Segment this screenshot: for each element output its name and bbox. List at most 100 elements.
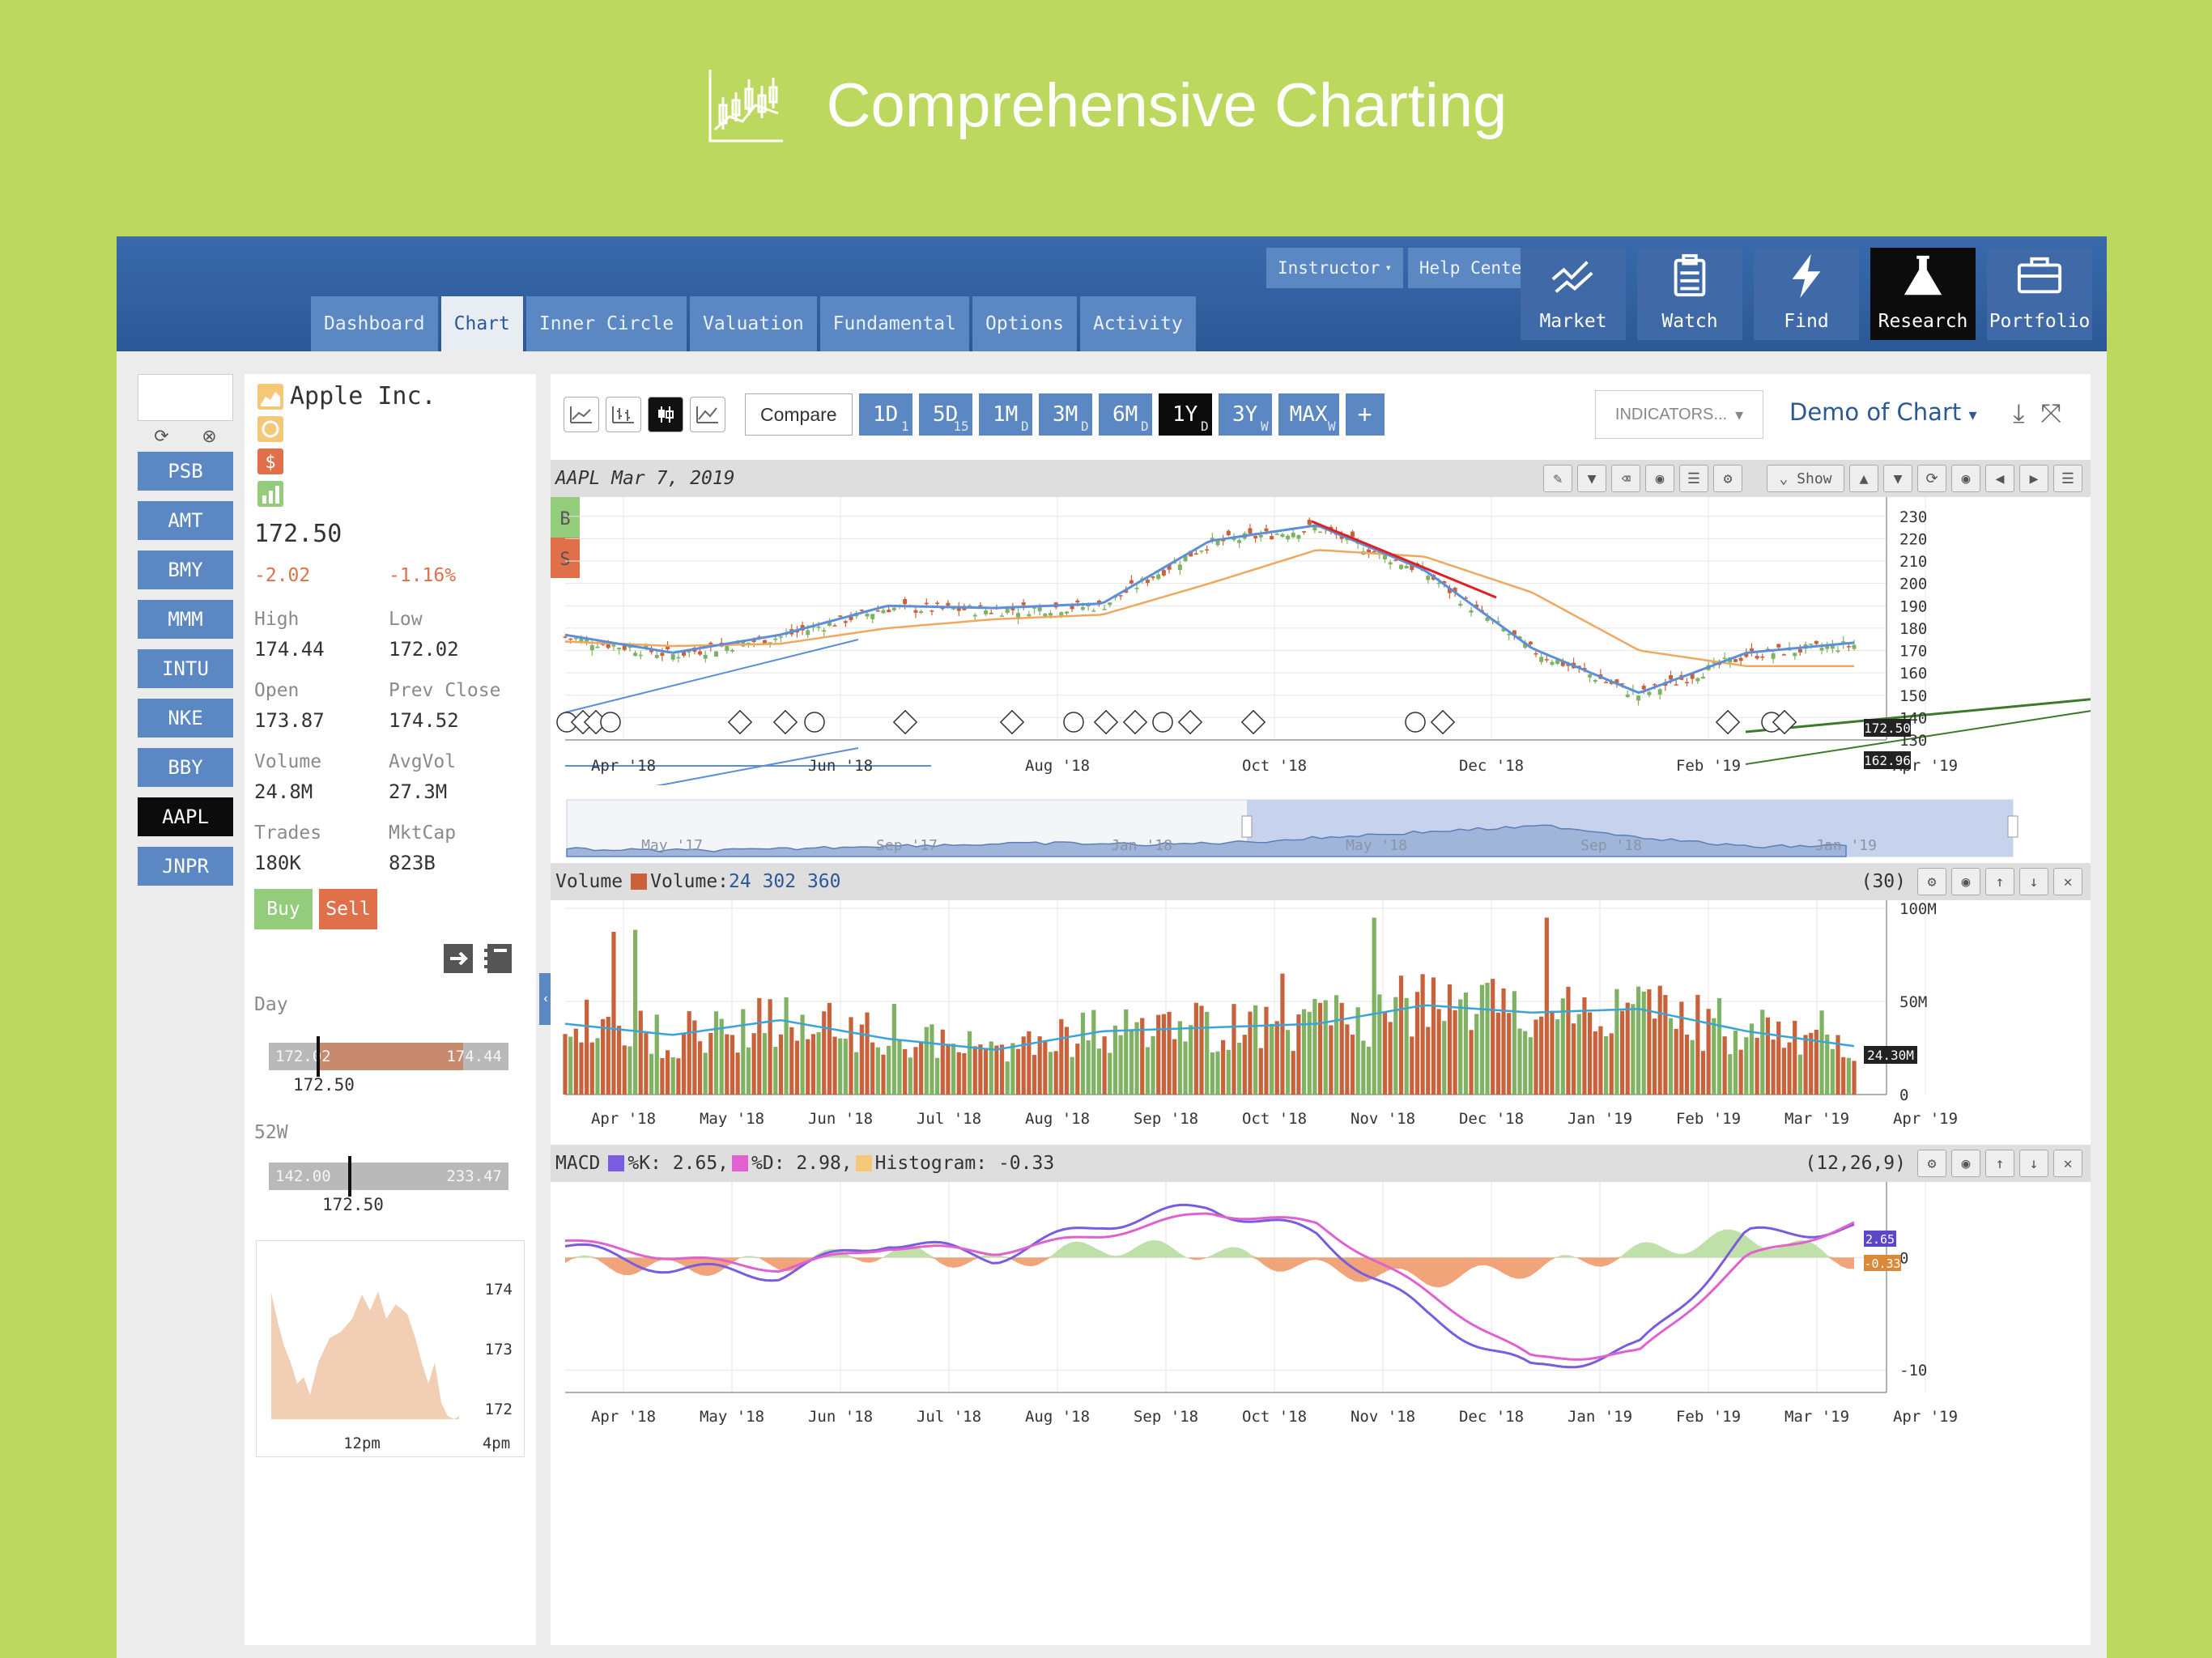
event-marker[interactable] — [892, 709, 918, 735]
export-icon[interactable] — [442, 942, 474, 975]
tab-inner-circle[interactable]: Inner Circle — [525, 296, 687, 351]
watchlist-item[interactable]: INTU — [138, 649, 233, 688]
event-marker[interactable] — [1063, 712, 1084, 733]
sell-button[interactable]: Sell — [319, 889, 377, 929]
event-marker[interactable] — [772, 709, 798, 735]
indicators-dropdown[interactable]: INDICATORS... ▾ — [1595, 390, 1763, 439]
nav-find-button[interactable]: Find — [1754, 248, 1859, 340]
buy-button[interactable]: Buy — [254, 889, 313, 929]
event-marker[interactable] — [600, 712, 621, 733]
watchlist-item[interactable]: PSB — [138, 452, 233, 491]
close-icon[interactable]: ✕ — [2053, 1150, 2082, 1177]
pencil-icon[interactable]: ✎ — [1543, 465, 1572, 492]
download-icon[interactable]: ⤓ — [2013, 398, 2025, 427]
show-dropdown[interactable]: ⌄ Show — [1767, 465, 1844, 492]
add-period-button[interactable]: + — [1345, 393, 1385, 436]
arrow-down-icon[interactable]: ↓ — [2019, 868, 2048, 895]
watchlist-item[interactable]: BMY — [138, 551, 233, 589]
range-navigator[interactable]: May '17 Sep '17 Jan '18 May '18 Sep '18 Jan '… — [551, 797, 2091, 858]
eraser-icon[interactable]: ⌫ — [1611, 465, 1640, 492]
event-marker[interactable] — [727, 709, 753, 735]
event-marker[interactable] — [1715, 709, 1741, 735]
event-marker[interactable] — [1240, 709, 1266, 735]
list-icon[interactable]: ☰ — [1679, 465, 1708, 492]
watchlist-item[interactable]: NKE — [138, 699, 233, 738]
period-max-button[interactable]: MAX W — [1278, 393, 1339, 436]
navigator-handle-right[interactable] — [2007, 815, 2018, 838]
event-marker[interactable] — [583, 709, 609, 735]
arrow-up-icon[interactable]: ↑ — [1985, 1150, 2014, 1177]
period-1y-button[interactable]: 1Y D — [1158, 393, 1212, 436]
period-5d-button[interactable]: 5D 15 — [918, 393, 972, 436]
nav-watch-button[interactable]: Watch — [1637, 248, 1742, 340]
event-marker[interactable] — [1093, 709, 1119, 735]
circle-icon[interactable] — [257, 416, 283, 442]
tab-options[interactable]: Options — [972, 296, 1077, 351]
eye-icon[interactable]: ◉ — [1645, 465, 1674, 492]
refresh-icon[interactable]: ⟳ — [154, 426, 169, 446]
tab-chart[interactable]: Chart — [440, 296, 523, 351]
channel-line[interactable] — [565, 747, 859, 785]
tab-activity[interactable]: Activity — [1079, 296, 1196, 351]
macd-chart[interactable]: 0 -10 Apr '18 May '18 Jun '18 Jul '18 Aug '18… — [551, 1182, 2091, 1441]
fullscreen-close-icon[interactable]: ⤧ — [2040, 398, 2061, 427]
layout-selector[interactable]: Demo of Chart ▾ — [1789, 398, 1977, 426]
event-marker[interactable] — [1405, 712, 1426, 733]
move-up-icon[interactable]: ▲ — [1849, 465, 1878, 492]
instructor-dropdown[interactable]: Instructor ▾ — [1266, 248, 1403, 288]
eye-icon[interactable]: ◉ — [1951, 1150, 1980, 1177]
trendline-green[interactable] — [1745, 706, 2091, 765]
period-1m-button[interactable]: 1M D — [978, 393, 1032, 436]
tab-fundamental[interactable]: Fundamental — [819, 296, 969, 351]
trendline-green[interactable] — [1745, 696, 2091, 733]
watchlist-item[interactable]: MMM — [138, 600, 233, 639]
event-marker[interactable] — [1122, 709, 1148, 735]
tab-valuation[interactable]: Valuation — [690, 296, 817, 351]
close-circle-icon[interactable]: ⊗ — [202, 426, 217, 446]
chart-area-icon[interactable] — [257, 384, 283, 410]
event-marker[interactable] — [1772, 709, 1797, 735]
buy-signal-marker[interactable] — [551, 497, 580, 538]
event-marker[interactable] — [1152, 712, 1173, 733]
gear-icon[interactable]: ⚙ — [1917, 868, 1946, 895]
dollar-icon[interactable]: $ — [257, 449, 283, 474]
event-marker[interactable] — [999, 709, 1025, 735]
period-3y-button[interactable]: 3Y W — [1218, 393, 1272, 436]
symbol-input[interactable] — [138, 374, 233, 421]
candlestick-chart-type-icon[interactable] — [648, 397, 683, 432]
triangle-down-icon[interactable]: ▼ — [1577, 465, 1606, 492]
gear-icon[interactable]: ⚙ — [1713, 465, 1742, 492]
nav-portfolio-button[interactable]: Portfolio — [1987, 248, 2092, 340]
ohlc-chart-type-icon[interactable] — [606, 397, 641, 432]
event-marker[interactable] — [1430, 709, 1456, 735]
arrow-up-icon[interactable]: ↑ — [1985, 868, 2014, 895]
watchlist-item[interactable]: AMT — [138, 501, 233, 540]
period-3m-button[interactable]: 3M D — [1038, 393, 1092, 436]
period-1d-button[interactable]: 1D 1 — [858, 393, 912, 436]
period-6m-button[interactable]: 6M D — [1098, 393, 1152, 436]
gear-icon[interactable]: ⚙ — [1917, 1150, 1946, 1177]
event-marker[interactable] — [570, 709, 596, 735]
eye-icon[interactable]: ◉ — [1951, 868, 1980, 895]
close-icon[interactable]: ✕ — [2053, 868, 2082, 895]
line-chart-type-icon[interactable] — [564, 397, 599, 432]
reset-icon[interactable]: ⟳ — [1917, 465, 1946, 492]
menu-icon[interactable]: ☰ — [2053, 465, 2082, 492]
move-down-icon[interactable]: ▼ — [1883, 465, 1912, 492]
event-marker[interactable] — [1177, 709, 1203, 735]
trendline-red[interactable] — [1311, 520, 1497, 599]
watchlist-item[interactable]: JNPR — [138, 847, 233, 886]
event-marker[interactable] — [804, 712, 825, 733]
notebook-icon[interactable] — [483, 942, 515, 975]
navigator-handle-left[interactable] — [1241, 815, 1253, 838]
scroll-right-icon[interactable]: ▶ — [2019, 465, 2048, 492]
mountain-chart-type-icon[interactable] — [690, 397, 725, 432]
visibility-icon[interactable]: ◉ — [1951, 465, 1980, 492]
sell-signal-marker[interactable] — [551, 538, 580, 578]
arrow-down-icon[interactable]: ↓ — [2019, 1150, 2048, 1177]
scroll-left-icon[interactable]: ◀ — [1985, 465, 2014, 492]
nav-market-button[interactable]: Market — [1521, 248, 1626, 340]
watchlist-item[interactable]: BBY — [138, 748, 233, 787]
compare-button[interactable]: Compare — [745, 393, 853, 436]
